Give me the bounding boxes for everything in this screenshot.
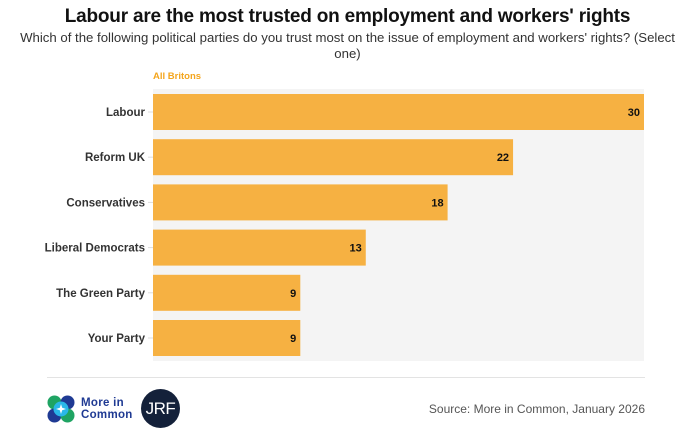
- value-label: 30: [628, 107, 640, 119]
- more-in-common-logo: More in Common: [47, 395, 137, 423]
- logo-text-line1: More in: [81, 397, 124, 409]
- value-label: 13: [350, 243, 362, 255]
- source-note: Source: More in Common, January 2026: [428, 402, 645, 416]
- bar-your-party: [153, 320, 301, 356]
- category-label: The Green Party: [56, 288, 145, 300]
- footer-divider: [47, 377, 645, 378]
- category-label: Conservatives: [66, 197, 145, 209]
- logo-text-line2: Common: [81, 409, 133, 421]
- value-label: 22: [497, 152, 509, 164]
- plot-background: [153, 89, 644, 361]
- chart-subtitle: Which of the following political parties…: [20, 30, 675, 61]
- category-label: Reform UK: [85, 152, 146, 164]
- jrf-logo: JRF: [141, 389, 180, 428]
- bar-reform-uk: [153, 139, 514, 176]
- more-in-common-logo-icon: [47, 395, 75, 423]
- bar-the-green-party: [153, 274, 301, 311]
- value-label: 9: [290, 288, 296, 300]
- value-label: 9: [290, 333, 296, 345]
- value-label: 18: [431, 197, 443, 209]
- bar-conservatives: [153, 184, 448, 221]
- category-label: Liberal Democrats: [45, 243, 145, 255]
- bar-labour: [153, 94, 644, 130]
- more-in-common-wordmark: More in Common: [81, 397, 133, 421]
- category-label: Labour: [106, 107, 145, 119]
- chart-title: Labour are the most trusted on employmen…: [64, 6, 631, 27]
- bar-liberal-democrats: [153, 229, 366, 266]
- category-label: Your Party: [88, 333, 146, 345]
- series-label: All Britons: [153, 71, 202, 82]
